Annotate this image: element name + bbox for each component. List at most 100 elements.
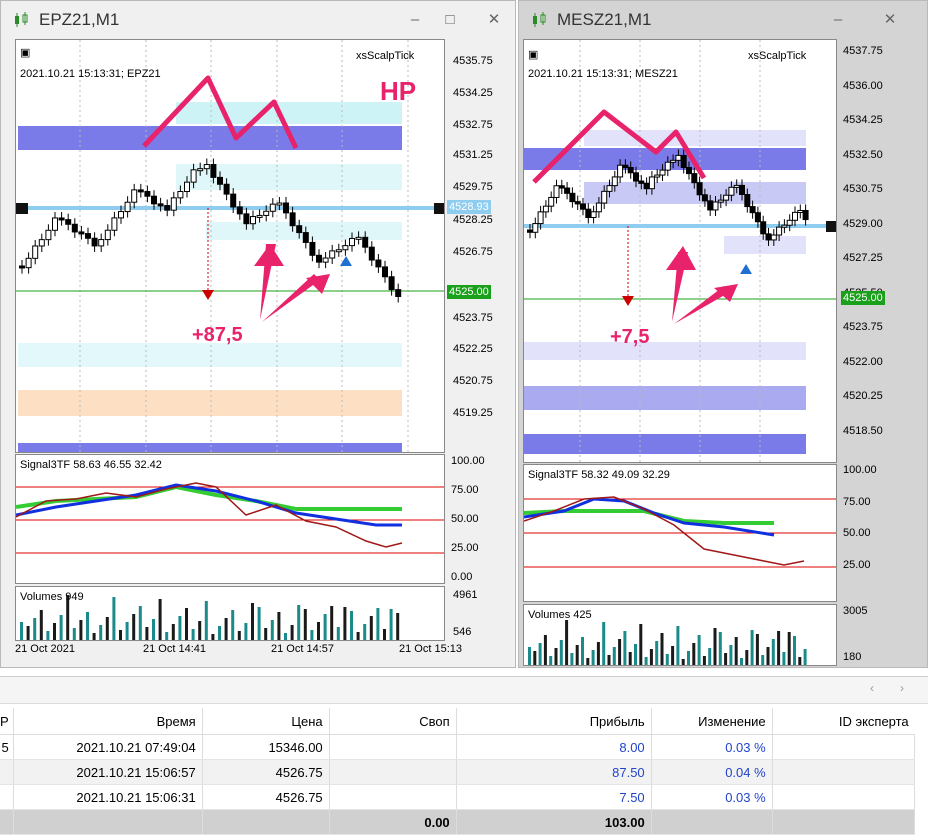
col-header[interactable]: Прибыль — [456, 708, 652, 735]
candle-body — [590, 211, 597, 218]
volume-bar — [793, 636, 796, 665]
candle-body — [329, 250, 336, 259]
volume-bar — [771, 639, 775, 665]
scroll-left-icon[interactable]: ‹ — [870, 681, 874, 695]
col-header[interactable]: Изменение — [651, 708, 773, 735]
cell-time: 2021.10.21 07:49:04 — [13, 734, 203, 760]
candle-body — [606, 185, 613, 192]
candle-body — [368, 246, 375, 261]
volume-bar — [538, 643, 542, 665]
chart-window-mesz21[interactable]: MESZ21,M1 – ✕ — [518, 0, 928, 668]
candle-body — [601, 190, 608, 204]
volume-bar — [389, 609, 393, 640]
col-header[interactable]: Своп — [329, 708, 457, 735]
volume-bar — [596, 642, 600, 665]
candle-body — [717, 199, 724, 203]
candle-body — [701, 194, 708, 202]
volume-bar — [363, 624, 367, 640]
signal-pane[interactable]: Signal3TF 58.63 46.55 32.42 — [15, 454, 445, 584]
chart-window-epz21[interactable]: EPZ21,M1 – □ ✕ — [0, 0, 516, 668]
volume-bar — [237, 631, 241, 640]
candle-body — [580, 203, 586, 210]
close-button[interactable]: ✕ — [487, 11, 501, 28]
volume-bar — [549, 656, 553, 665]
volume-bar — [649, 649, 653, 665]
signal-pane[interactable]: Signal3TF 58.32 49.09 32.29 — [523, 464, 837, 602]
col-header[interactable]: ID эксперта — [772, 708, 915, 735]
volume-pane[interactable]: Volumes 949 — [15, 586, 445, 641]
table-row[interactable]: 5 2021.10.21 07:49:04 15346.00 8.00 0.03… — [0, 734, 916, 760]
volume-bar — [383, 629, 386, 640]
cell — [13, 809, 203, 835]
candle-body — [151, 195, 157, 205]
volume-bar — [718, 632, 722, 665]
window-titlebar[interactable]: EPZ21,M1 – □ ✕ — [1, 1, 515, 39]
volume-bar — [396, 613, 400, 640]
cell-id — [772, 784, 916, 810]
volume-bar — [803, 649, 807, 665]
volume-bar — [218, 626, 221, 640]
volume-bar — [607, 655, 611, 665]
time-label: 21 Oct 14:41 — [143, 643, 206, 655]
window-titlebar[interactable]: MESZ21,M1 – ✕ — [519, 1, 927, 39]
minimize-button[interactable]: – — [833, 11, 843, 28]
candle-body — [230, 193, 237, 208]
time-label: 21 Oct 15:13 — [399, 643, 462, 655]
volume-bar — [79, 620, 83, 640]
candle-body — [760, 221, 767, 235]
price-chart-pane[interactable]: ▣ xsScalpTick 2021.10.21 15:13:31; EPZ21… — [15, 39, 445, 453]
volume-bar — [145, 627, 149, 640]
minimize-button[interactable]: – — [410, 11, 420, 28]
candle-body — [263, 210, 270, 216]
price-chart-pane[interactable]: ▣ xsScalpTick 2021.10.21 15:13:31; MESZ2… — [523, 39, 837, 463]
candle-body — [712, 201, 719, 211]
volume-bar — [191, 629, 195, 640]
candle-body — [781, 224, 788, 228]
window-title: MESZ21,M1 — [557, 10, 652, 29]
label-hp: НР — [380, 76, 417, 106]
candle-body — [707, 200, 714, 211]
candle-body — [659, 169, 666, 176]
candle-body — [276, 202, 283, 206]
candle-body — [243, 213, 250, 225]
table-row[interactable]: 2021.10.21 15:06:31 4526.75 7.50 0.03 % — [0, 784, 916, 810]
candle-body — [749, 206, 756, 214]
price-chart-svg — [16, 40, 444, 452]
candle-body — [217, 176, 223, 185]
axis-tick-label: 4522.00 — [843, 355, 883, 368]
close-button[interactable]: ✕ — [883, 11, 897, 28]
axis-tick-label: 4532.50 — [843, 148, 883, 161]
col-header[interactable]: P — [0, 708, 14, 735]
cell — [651, 809, 773, 835]
maximize-button[interactable]: □ — [445, 11, 455, 28]
table-row[interactable]: 2021.10.21 15:06:57 4526.75 87.50 0.04 % — [0, 759, 916, 785]
axis-tick-label: 4535.75 — [453, 55, 493, 67]
candle-body — [776, 226, 783, 236]
scroll-right-icon[interactable]: › — [900, 681, 904, 695]
cell-profit: 87.50 — [456, 759, 652, 785]
indicator-name: xsScalpTick — [748, 50, 807, 62]
axis-tick-label: 4534.25 — [453, 87, 493, 99]
volume-bar — [570, 653, 574, 665]
bid-price-tag: 4525.00 — [841, 291, 885, 305]
axis-tick-label: 4527.25 — [843, 252, 883, 264]
volume-bar — [112, 597, 116, 640]
candle-body — [289, 212, 296, 227]
candle-body — [91, 237, 98, 247]
cell — [772, 809, 916, 835]
volume-pane[interactable]: Volumes 425 — [523, 604, 837, 666]
chart-settings-icon[interactable]: ▣ — [20, 47, 31, 59]
col-header[interactable]: Время — [13, 708, 203, 735]
axis-tick-label: 4534.25 — [843, 114, 883, 126]
candle-body — [38, 239, 45, 247]
cell-change: 0.03 % — [651, 734, 773, 760]
cell-price: 15346.00 — [202, 734, 330, 760]
chart-settings-icon[interactable]: ▣ — [528, 49, 539, 61]
candle-body — [680, 154, 687, 169]
candle-body — [355, 236, 362, 240]
axis-tick-label: 4523.75 — [843, 321, 883, 333]
volume-bar — [251, 603, 254, 640]
volume-bar — [119, 630, 122, 640]
candle-body — [236, 206, 243, 215]
col-header[interactable]: Цена — [202, 708, 330, 735]
